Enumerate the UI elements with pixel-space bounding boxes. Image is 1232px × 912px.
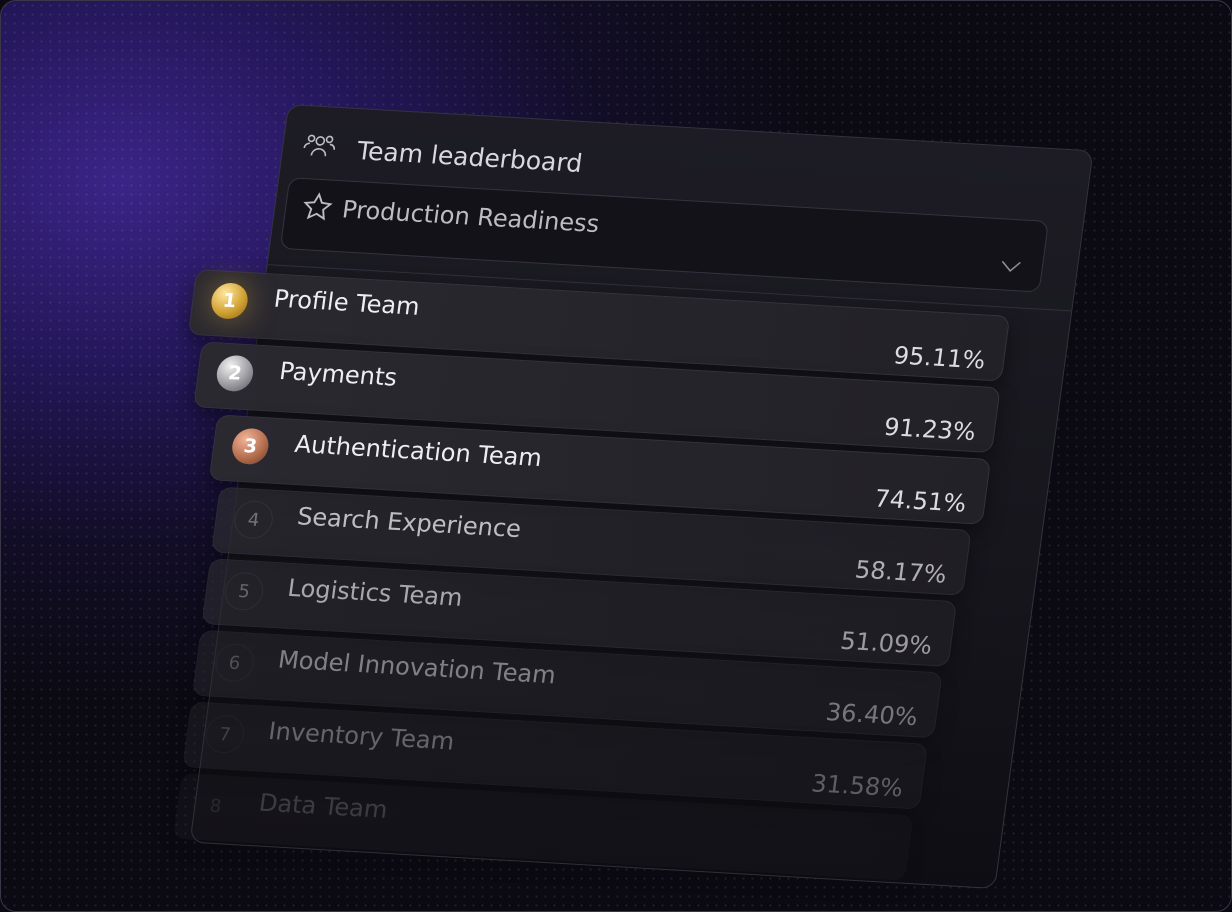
team-name: Logistics Team: [285, 573, 465, 612]
team-name: Data Team: [257, 788, 390, 824]
team-score: 31.58%: [809, 769, 905, 803]
bronze-medal-icon: 3: [230, 427, 271, 466]
rank-badge: 7: [203, 714, 247, 755]
team-score: 51.09%: [838, 626, 934, 660]
users-icon: [301, 131, 337, 165]
team-score: 58.17%: [853, 555, 949, 589]
team-name: Inventory Team: [266, 717, 456, 756]
rank-badge: 4: [232, 499, 276, 540]
team-score: 95.11%: [891, 341, 988, 375]
leaderboard-panel: Team leaderboard Production Readiness 1 …: [172, 104, 1094, 890]
leaderboard-list: 1 Profile Team 95.11% 2 Payments 91.23% …: [172, 269, 1070, 886]
chevron-down-icon[interactable]: [998, 258, 1022, 278]
silver-medal-icon: 2: [214, 354, 256, 393]
star-icon: [300, 191, 334, 227]
panel-header: Team leaderboard: [281, 105, 1093, 211]
gold-medal-icon: 1: [209, 282, 250, 320]
metric-select-value: Production Readiness: [340, 195, 602, 239]
rank-badge: 5: [222, 571, 266, 612]
team-name: Authentication Team: [293, 430, 544, 473]
team-name: Model Innovation Team: [276, 645, 558, 690]
panel-title: Team leaderboard: [355, 135, 585, 178]
rank-badge: 6: [213, 642, 257, 683]
rank-badge: 8: [208, 795, 223, 817]
team-score: 36.40%: [824, 698, 920, 732]
team-name: Search Experience: [295, 502, 523, 544]
team-score: 91.23%: [882, 412, 978, 447]
team-score: 74.51%: [872, 484, 968, 518]
team-name: Profile Team: [272, 284, 422, 321]
metric-select[interactable]: Production Readiness: [279, 177, 1050, 293]
team-name: Payments: [277, 357, 399, 392]
